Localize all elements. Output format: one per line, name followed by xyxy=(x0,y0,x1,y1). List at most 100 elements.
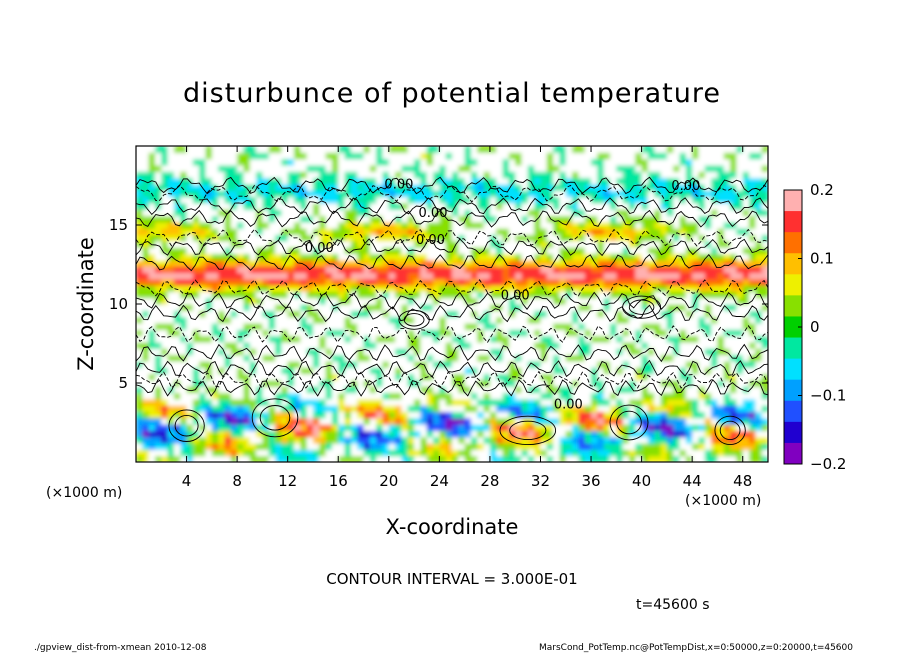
heatmap-cell xyxy=(363,146,371,153)
heatmap-cell xyxy=(685,354,693,362)
heatmap-cell xyxy=(262,278,270,286)
heatmap-cell xyxy=(401,297,409,305)
heatmap-cell xyxy=(489,398,497,406)
heatmap-cell xyxy=(534,341,542,349)
heatmap-cell xyxy=(395,234,403,242)
heatmap-cell xyxy=(723,202,731,210)
heatmap-cell xyxy=(704,196,712,204)
heatmap-cell xyxy=(173,354,181,362)
heatmap-cell xyxy=(755,367,763,375)
heatmap-cell xyxy=(357,253,365,261)
heatmap-cell xyxy=(635,449,643,457)
heatmap-cell xyxy=(698,171,706,179)
heatmap-cell xyxy=(711,247,719,255)
heatmap-cell xyxy=(426,171,434,179)
heatmap-cell xyxy=(205,202,213,210)
heatmap-cell xyxy=(306,171,314,179)
heatmap-cell xyxy=(376,234,384,242)
heatmap-cell xyxy=(717,177,725,185)
heatmap-cell xyxy=(597,449,605,457)
heatmap-cell xyxy=(723,310,731,318)
heatmap-cell xyxy=(211,341,219,349)
heatmap-cell xyxy=(508,164,516,172)
heatmap-cell xyxy=(534,360,542,368)
heatmap-cell xyxy=(584,152,592,160)
heatmap-cell xyxy=(237,392,245,400)
heatmap-cell xyxy=(483,430,491,438)
heatmap-cell xyxy=(578,424,586,431)
heatmap-cell xyxy=(597,424,605,431)
heatmap-cell xyxy=(186,310,194,318)
heatmap-cell xyxy=(281,190,289,198)
heatmap-cell xyxy=(515,436,523,444)
heatmap-cell xyxy=(338,373,346,381)
heatmap-cell xyxy=(186,228,194,236)
heatmap-cell xyxy=(464,221,472,229)
heatmap-cell xyxy=(325,392,333,400)
heatmap-cell xyxy=(610,430,617,438)
heatmap-cell xyxy=(312,190,320,198)
heatmap-cell xyxy=(205,291,213,299)
heatmap-cell xyxy=(294,430,301,438)
heatmap-cell xyxy=(344,455,352,462)
heatmap-cell xyxy=(578,354,586,362)
heatmap-cell xyxy=(357,285,365,292)
heatmap-cell xyxy=(540,417,548,425)
heatmap-cell xyxy=(357,278,365,286)
heatmap-cell xyxy=(755,297,763,305)
heatmap-cell xyxy=(268,190,276,198)
heatmap-cell xyxy=(685,455,693,462)
heatmap-cell xyxy=(610,373,617,381)
heatmap-cell xyxy=(319,424,327,431)
heatmap-cell xyxy=(470,310,478,318)
heatmap-cell xyxy=(572,183,579,191)
heatmap-cell xyxy=(211,259,219,267)
heatmap-cell xyxy=(692,209,700,217)
heatmap-cell xyxy=(641,304,649,311)
heatmap-cell xyxy=(749,430,756,438)
heatmap-cell xyxy=(477,304,485,311)
heatmap-cell xyxy=(584,398,592,406)
heatmap-cell xyxy=(376,297,384,305)
heatmap-cell xyxy=(281,398,289,406)
heatmap-cell xyxy=(414,177,421,185)
heatmap-cell xyxy=(647,158,655,166)
heatmap-cell xyxy=(161,253,169,261)
heatmap-cell xyxy=(344,329,352,337)
heatmap-cell xyxy=(603,158,611,166)
heatmap-cell xyxy=(527,367,535,375)
heatmap-cell xyxy=(407,455,415,462)
heatmap-cell xyxy=(717,240,725,248)
heatmap-cell xyxy=(376,424,384,431)
heatmap-cell xyxy=(597,202,605,210)
heatmap-cell xyxy=(578,164,586,172)
heatmap-cell xyxy=(616,449,624,457)
heatmap-cell xyxy=(161,196,169,204)
heatmap-cell xyxy=(256,417,263,425)
heatmap-cell xyxy=(622,152,630,160)
heatmap-cell xyxy=(154,234,162,242)
heatmap-cell xyxy=(464,228,472,236)
heatmap-cell xyxy=(761,386,768,394)
heatmap-cell xyxy=(521,304,529,311)
heatmap-cell xyxy=(401,190,409,198)
heatmap-cell xyxy=(483,291,491,299)
heatmap-cell xyxy=(154,209,162,217)
heatmap-cell xyxy=(755,436,763,444)
heatmap-cell xyxy=(420,234,428,242)
heatmap-cell xyxy=(704,443,712,450)
heatmap-cell xyxy=(148,373,156,381)
heatmap-cell xyxy=(382,354,390,362)
heatmap-cell xyxy=(287,304,295,311)
heatmap-cell xyxy=(704,190,712,198)
heatmap-cell xyxy=(641,202,649,210)
heatmap-cell xyxy=(199,424,207,431)
heatmap-cell xyxy=(161,430,169,438)
heatmap-cell xyxy=(249,392,257,400)
heatmap-cell xyxy=(572,322,579,330)
heatmap-cell xyxy=(477,177,485,185)
heatmap-cell xyxy=(483,272,491,280)
heatmap-cell xyxy=(388,405,396,413)
heatmap-cell xyxy=(654,228,662,236)
heatmap-cell xyxy=(534,373,542,381)
